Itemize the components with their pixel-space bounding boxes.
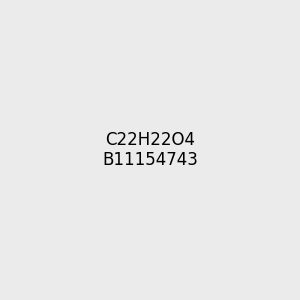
Text: C22H22O4
B11154743: C22H22O4 B11154743 xyxy=(102,130,198,170)
